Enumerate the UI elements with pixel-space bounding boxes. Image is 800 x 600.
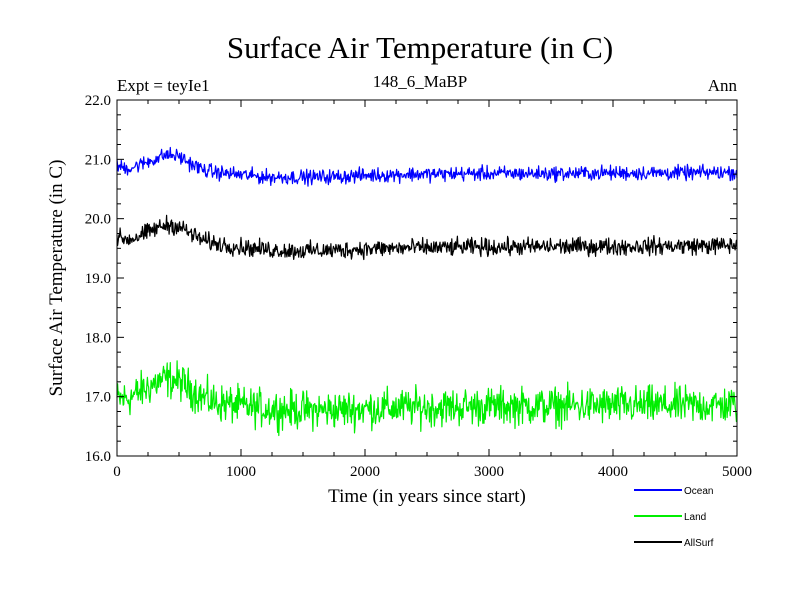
period-label: 148_6_MaBP	[373, 72, 467, 91]
series-layer	[116, 146, 738, 437]
y-tick-label: 21.0	[85, 152, 111, 168]
legend: Ocean Land AllSurf	[634, 486, 714, 549]
x-tick-label: 5000	[722, 464, 752, 480]
x-tick-label: 3000	[474, 464, 504, 480]
y-tick-label: 16.0	[85, 449, 111, 465]
season-label: Ann	[708, 76, 738, 95]
legend-label-ocean: Ocean	[684, 486, 713, 497]
legend-label-allsurf: AllSurf	[684, 538, 714, 549]
series-line-allsurf	[116, 214, 738, 261]
legend-label-land: Land	[684, 512, 706, 523]
x-axis-label: Time (in years since start)	[328, 486, 526, 507]
x-tick-label: 4000	[598, 464, 628, 480]
x-tick-label: 1000	[226, 464, 256, 480]
y-tick-label: 19.0	[85, 271, 111, 287]
y-tick-label: 18.0	[85, 330, 111, 346]
ticks-layer: 0 1000 2000 3000 4000 5000 16.0 17.0 18.0 19.0 20.…	[85, 93, 752, 480]
y-tick-label: 22.0	[85, 93, 111, 109]
y-tick-label: 17.0	[85, 390, 111, 406]
y-tick-label: 20.0	[85, 212, 111, 228]
chart-title: Surface Air Temperature (in C)	[227, 30, 613, 65]
series-line-land	[116, 360, 738, 437]
x-tick-label: 2000	[350, 464, 380, 480]
x-tick-label: 0	[113, 464, 121, 480]
series-line-ocean	[116, 146, 738, 187]
experiment-label: Expt = teyIe1	[117, 76, 210, 95]
y-axis-label: Surface Air Temperature (in C)	[46, 160, 67, 397]
